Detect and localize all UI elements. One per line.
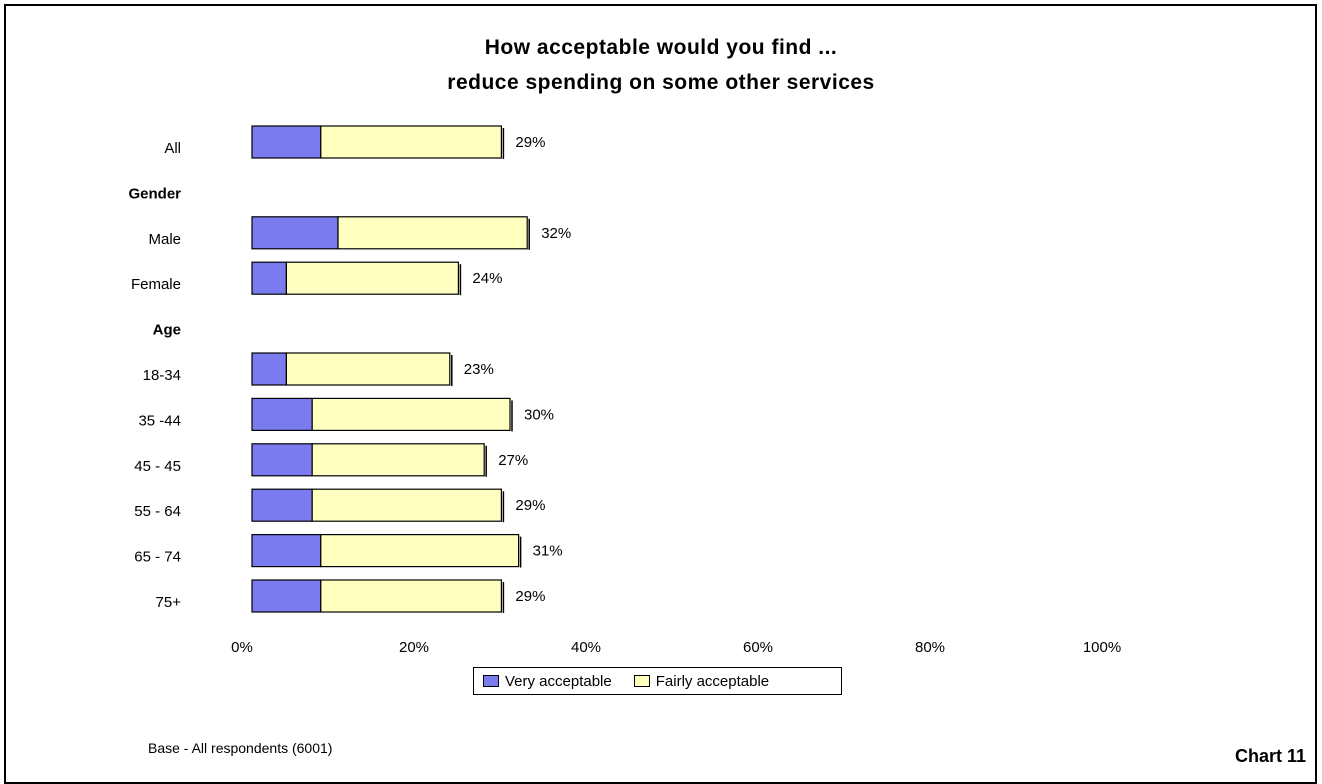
bar-fairly-acceptable <box>320 533 520 568</box>
category-label: All <box>164 140 181 157</box>
chart-number: Chart 11 <box>1234 746 1306 766</box>
bar-very-acceptable <box>251 488 313 522</box>
x-tick-label: 100% <box>1083 639 1121 656</box>
bar-fairly-acceptable <box>320 579 502 613</box>
total-data-label: 32% <box>541 225 571 242</box>
category-label: 35 -44 <box>138 412 181 429</box>
total-data-label: 29% <box>515 497 545 514</box>
total-data-label: 29% <box>515 134 545 151</box>
category-label: 18-34 <box>143 367 181 384</box>
bar-fairly-acceptable <box>320 125 502 159</box>
legend-swatch-fairly <box>633 675 650 687</box>
bar-fairly-acceptable <box>337 216 528 250</box>
category-label: 45 - 45 <box>134 458 181 475</box>
legend-label-fairly: Fairly acceptable <box>655 672 770 690</box>
legend-swatch-very <box>483 675 499 687</box>
group-header-label: Gender <box>128 185 181 202</box>
legend-label-very: Very acceptable <box>505 672 612 690</box>
chart-legend: Very acceptable Fairly acceptable <box>473 667 842 695</box>
chart-frame <box>4 4 1317 784</box>
total-data-label: 23% <box>464 361 494 378</box>
bar-fairly-acceptable <box>311 397 511 431</box>
bar-very-acceptable <box>251 261 288 295</box>
total-data-label: 31% <box>533 543 563 560</box>
bar-very-acceptable <box>251 397 313 431</box>
bar-very-acceptable <box>251 352 288 386</box>
bar-fairly-acceptable <box>285 261 459 295</box>
bar-very-acceptable <box>251 579 322 613</box>
chart-title: How acceptable would you find ... <box>484 36 838 59</box>
total-data-label: 27% <box>498 452 528 469</box>
bar-very-acceptable <box>251 533 322 568</box>
bar-fairly-acceptable <box>311 488 503 522</box>
category-label: 75+ <box>156 594 182 611</box>
bar-very-acceptable <box>251 216 339 250</box>
total-data-label: 29% <box>515 588 545 605</box>
x-tick-label: 80% <box>915 639 945 656</box>
category-label: Male <box>148 231 181 248</box>
bar-fairly-acceptable <box>285 352 451 386</box>
group-header-label: Age <box>153 322 181 339</box>
bar-very-acceptable <box>251 125 322 159</box>
total-data-label: 30% <box>524 406 554 423</box>
legend-item-very: Very acceptable <box>483 673 612 690</box>
chart-subtitle: reduce spending on some other services <box>447 71 875 94</box>
x-tick-label: 0% <box>231 639 253 656</box>
category-label: 55 - 64 <box>134 503 181 520</box>
bar-fairly-acceptable <box>311 443 485 477</box>
category-label: Female <box>131 276 181 293</box>
x-tick-label: 60% <box>743 639 773 656</box>
total-data-label: 24% <box>472 270 502 287</box>
category-label: 65 - 74 <box>134 549 181 566</box>
legend-item-fairly: Fairly acceptable <box>633 672 770 690</box>
x-tick-label: 40% <box>571 639 601 656</box>
base-note: Base - All respondents (6001) <box>148 740 333 756</box>
bar-very-acceptable <box>251 443 313 477</box>
x-tick-label: 20% <box>399 639 429 656</box>
